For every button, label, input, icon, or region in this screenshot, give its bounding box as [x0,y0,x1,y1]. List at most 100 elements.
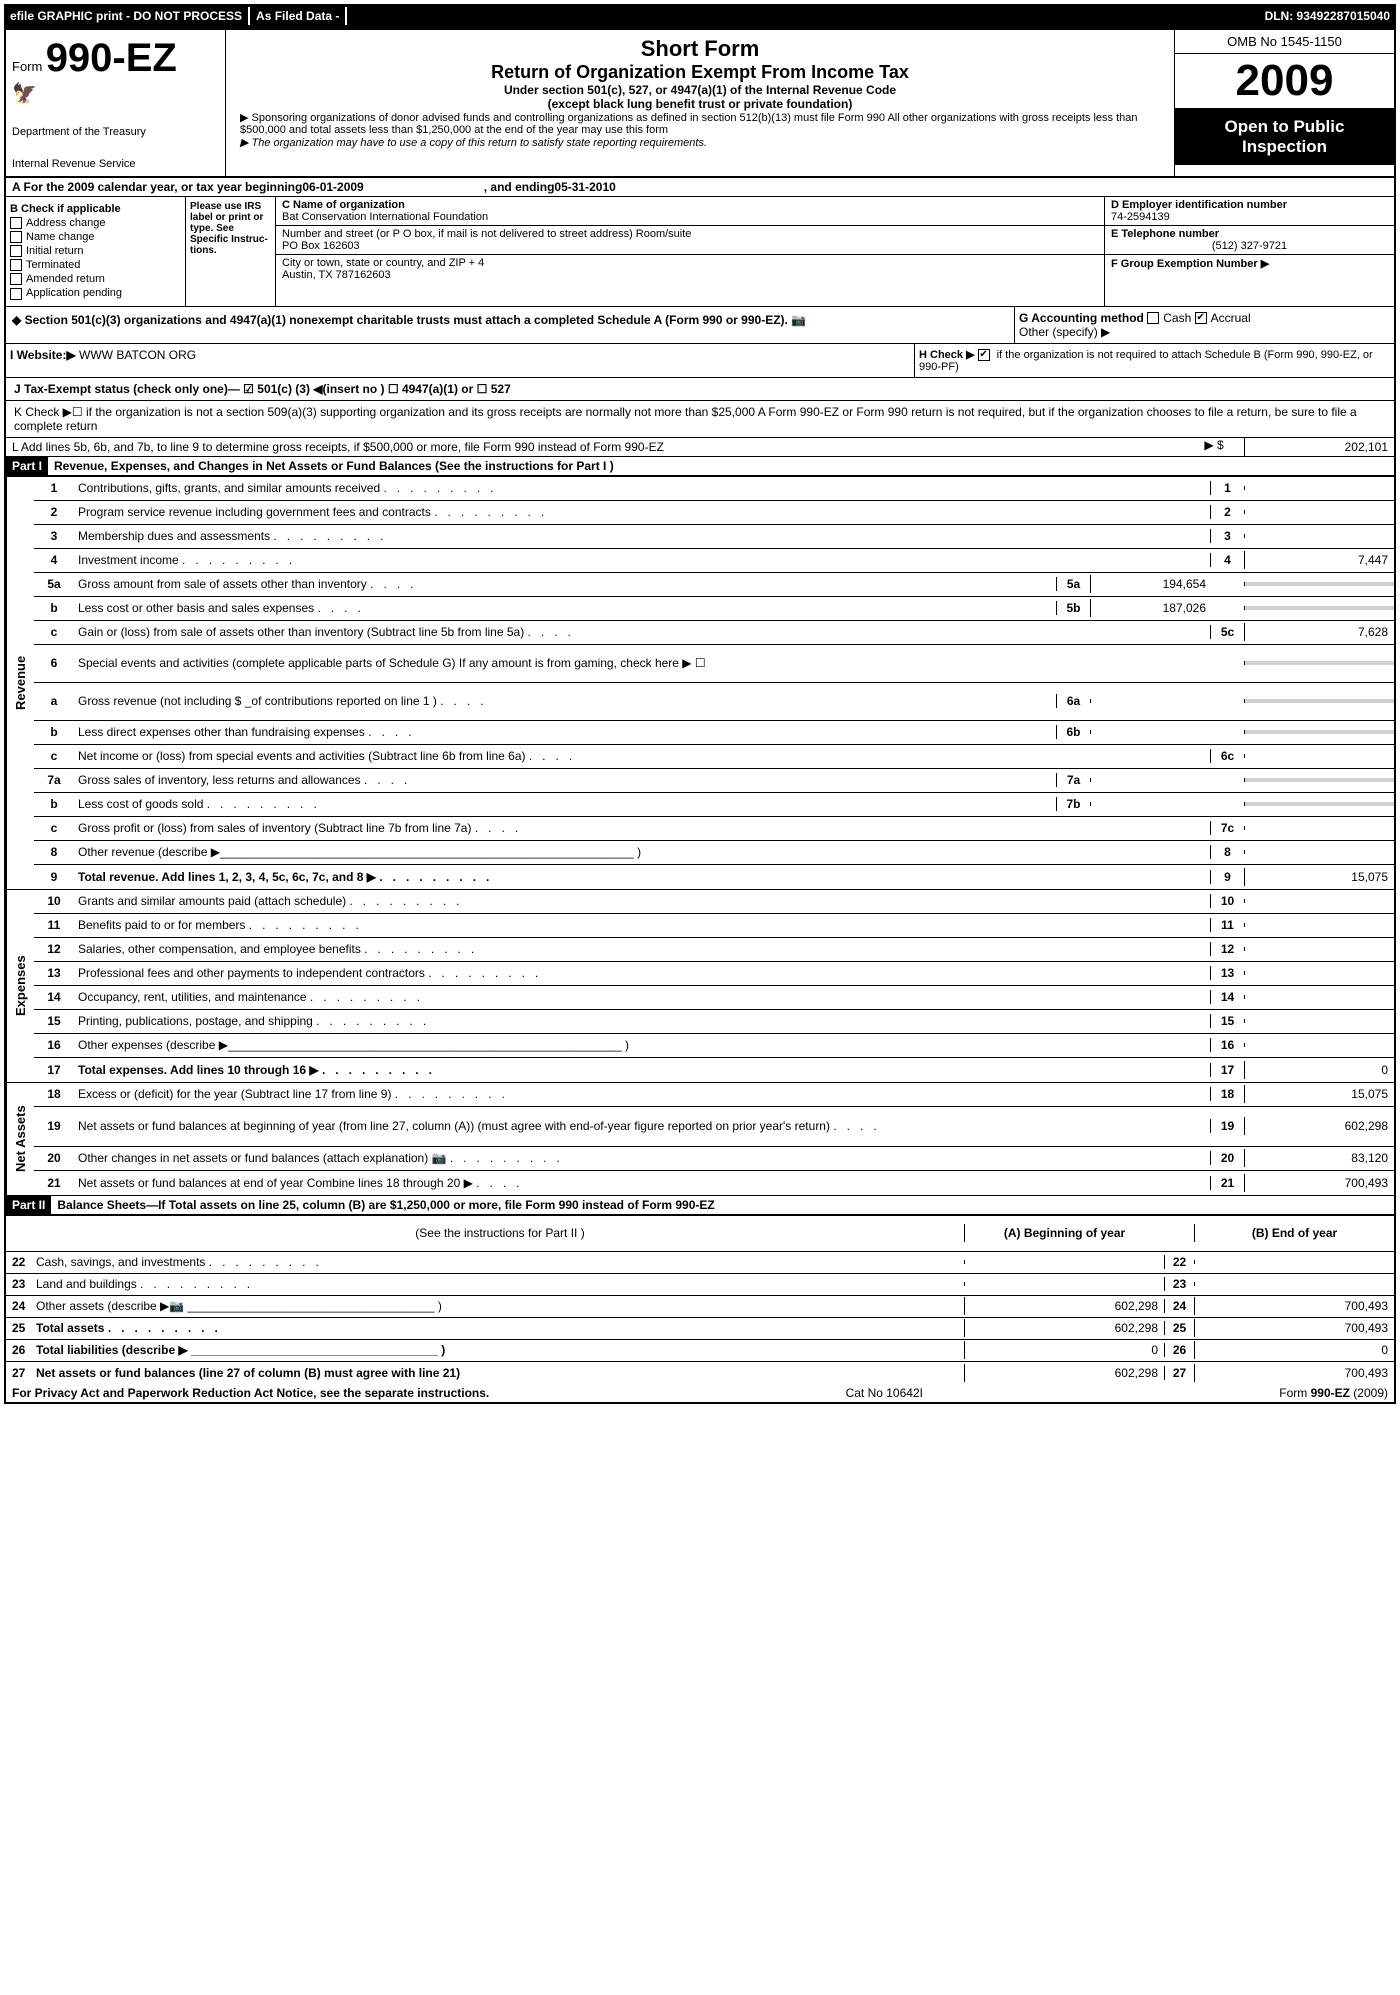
city-label: City or town, state or country, and ZIP … [282,257,484,269]
open-line1: Open to Public [1183,117,1386,137]
checkbox-icon[interactable] [10,231,22,243]
checkbox-icon[interactable] [10,259,22,271]
box-de: D Employer identification number74-25941… [1104,197,1394,306]
checkbox-accrual[interactable]: ✔ [1195,312,1207,324]
d-label: D Employer identification number [1111,199,1287,211]
line-j: J Tax-Exempt status (check only one)— ☑ … [4,378,1396,401]
line-14: Occupancy, rent, utilities, and maintena… [74,988,1210,1006]
topbar: efile GRAPHIC print - DO NOT PROCESS As … [4,4,1396,28]
info-grid: B Check if applicable Address change Nam… [4,197,1396,307]
box-g: G Accounting method Cash ✔Accrual Other … [1014,307,1394,343]
chk-terminated: Terminated [10,259,181,271]
line-l-val: 202,101 [1244,438,1394,456]
website-label: I Website:▶ [10,348,76,362]
revenue-block: Revenue 1Contributions, gifts, grants, a… [4,477,1396,890]
line-6c: Net income or (loss) from special events… [74,747,1210,765]
topbar-mid: As Filed Data - [248,7,347,25]
chk-name: Name change [10,231,181,243]
section-note: ◆ Section 501(c)(3) organizations and 49… [6,307,1014,343]
title-return: Return of Organization Exempt From Incom… [232,62,1168,83]
tax-year: 2009 [1175,54,1394,109]
netassets-side-label: Net Assets [6,1083,34,1195]
org-city: Austin, TX 787162603 [282,269,391,281]
org-name: Bat Conservation International Foundatio… [282,211,488,223]
bs-22: Cash, savings, and investments [36,1255,964,1269]
part2-label: Part II [6,1196,51,1214]
checkbox-icon[interactable] [10,245,22,257]
header-note1: ▶ Sponsoring organizations of donor advi… [232,111,1168,136]
bs-25: Total assets [36,1321,964,1335]
line-12: Salaries, other compensation, and employ… [74,940,1210,958]
chk-initial: Initial return [10,245,181,257]
form-number: 990-EZ [46,36,177,80]
line-7a: Gross sales of inventory, less returns a… [74,771,1056,789]
footer-cat: Cat No 10642I [489,1386,1279,1400]
col-a-hdr: (A) Beginning of year [964,1224,1164,1242]
checkbox-cash[interactable] [1147,312,1159,324]
open-line2: Inspection [1183,137,1386,157]
line-17: Total expenses. Add lines 10 through 16 … [74,1061,1210,1079]
form-header: Form 990-EZ 🦅 Department of the Treasury… [4,28,1396,178]
netassets-block: Net Assets 18Excess or (deficit) for the… [4,1083,1396,1196]
part2-title: Balance Sheets—If Total assets on line 2… [51,1196,720,1214]
line-15: Printing, publications, postage, and shi… [74,1012,1210,1030]
part2-header: Part II Balance Sheets—If Total assets o… [4,1196,1396,1216]
header-titles: Short Form Return of Organization Exempt… [226,30,1174,176]
box-b: B Check if applicable Address change Nam… [6,197,186,306]
period-label: A For the 2009 calendar year, or tax yea… [12,180,302,194]
line-13: Professional fees and other payments to … [74,964,1210,982]
footer-form: Form 990-EZ (2009) [1279,1386,1388,1400]
col-b-hdr: (B) End of year [1194,1224,1394,1242]
expenses-block: Expenses 10Grants and similar amounts pa… [4,890,1396,1083]
line-l-text: L Add lines 5b, 6b, and 7b, to line 9 to… [6,438,1184,456]
line-18: Excess or (deficit) for the year (Subtra… [74,1085,1210,1103]
bs-26: Total liabilities (describe ▶ __________… [36,1343,964,1357]
line-21: Net assets or fund balances at end of ye… [74,1174,1210,1192]
box-c: C Name of organizationBat Conservation I… [276,197,1104,306]
phone: (512) 327-9721 [1111,240,1388,252]
bs-27: Net assets or fund balances (line 27 of … [36,1366,964,1380]
expenses-side-label: Expenses [6,890,34,1082]
line-i-h-row: I Website:▶ WWW BATCON ORG H Check ▶ ✔ i… [4,344,1396,378]
subtitle-except: (except black lung benefit trust or priv… [232,97,1168,111]
line-10: Grants and similar amounts paid (attach … [74,892,1210,910]
line-11: Benefits paid to or for members [74,916,1210,934]
e-label: E Telephone number [1111,228,1219,240]
part1-label: Part I [6,457,48,475]
irs-label: Internal Revenue Service [12,158,219,170]
line-9: Total revenue. Add lines 1, 2, 3, 4, 5c,… [74,868,1210,886]
instructions-label: Please use IRS label or print or type. S… [186,197,276,306]
period-end: 05-31-2010 [554,180,615,194]
line-k: K Check ▶☐ if the organization is not a … [4,401,1396,438]
line-6: Special events and activities (complete … [74,654,1210,672]
open-public-box: Open to Public Inspection [1175,109,1394,165]
line-l: L Add lines 5b, 6b, and 7b, to line 9 to… [4,438,1396,457]
header-left: Form 990-EZ 🦅 Department of the Treasury… [6,30,226,176]
line-7b: Less cost of goods sold [74,795,1056,813]
period-row: A For the 2009 calendar year, or tax yea… [4,178,1396,197]
checkbox-icon[interactable] [10,273,22,285]
checkbox-h[interactable]: ✔ [978,349,990,361]
part2-instr: (See the instructions for Part II ) [36,1226,964,1240]
period-mid: , and ending [484,180,555,194]
footer-left: For Privacy Act and Paperwork Reduction … [12,1386,489,1400]
box-h: H Check ▶ ✔ if the organization is not r… [914,344,1394,377]
ein: 74-2594139 [1111,211,1170,223]
box-b-title: B Check if applicable [10,203,181,215]
line-16: Other expenses (describe ▶______________… [74,1036,1210,1054]
line-l-arrow: ▶ $ [1184,438,1244,456]
line-5b: Less cost or other basis and sales expen… [74,599,1056,617]
g-label: G Accounting method [1019,311,1144,325]
checkbox-icon[interactable] [10,288,22,300]
g-other: Other (specify) ▶ [1019,325,1110,339]
checkbox-icon[interactable] [10,217,22,229]
eagle-icon: 🦅 [12,81,219,106]
period-begin: 06-01-2009 [302,180,363,194]
line-1: Contributions, gifts, grants, and simila… [74,479,1210,497]
chk-address: Address change [10,217,181,229]
dept-treasury: Department of the Treasury [12,126,219,138]
line-6a: Gross revenue (not including $ _of contr… [74,692,1056,710]
line-2: Program service revenue including govern… [74,503,1210,521]
f-label: F Group Exemption Number ▶ [1111,258,1269,270]
topbar-dln: DLN: 93492287015040 [1259,7,1396,25]
